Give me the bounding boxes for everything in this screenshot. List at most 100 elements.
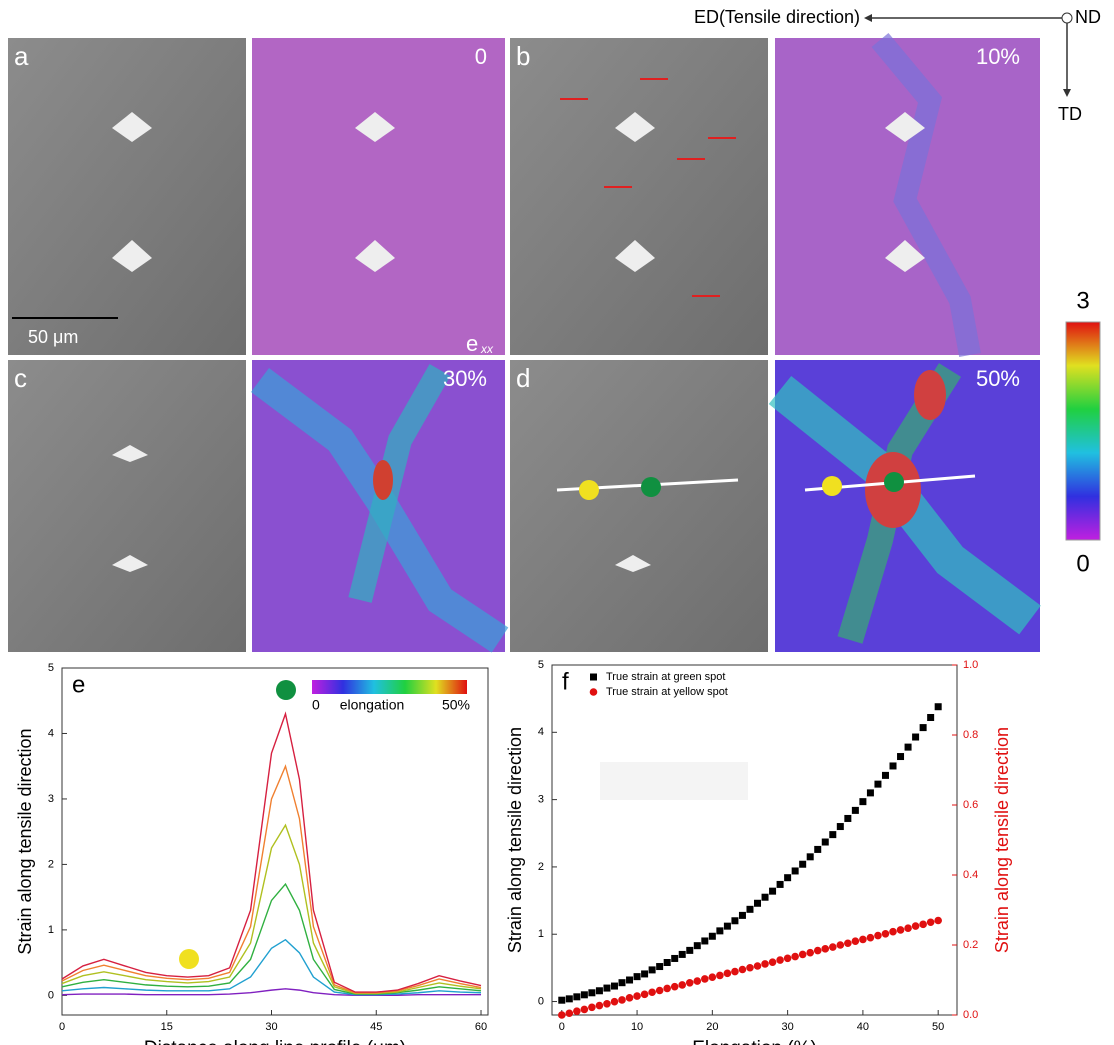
point bbox=[633, 973, 641, 981]
panel-label: b bbox=[516, 41, 530, 71]
colorbar bbox=[1065, 321, 1101, 541]
point bbox=[814, 845, 822, 853]
x-tick-label: 30 bbox=[781, 1021, 793, 1033]
point bbox=[685, 979, 694, 987]
point bbox=[896, 926, 905, 934]
x-axis-label: Elongation (%) bbox=[692, 1038, 817, 1045]
point bbox=[723, 969, 732, 978]
point bbox=[761, 893, 769, 901]
point bbox=[678, 950, 686, 958]
green-spot bbox=[884, 472, 904, 492]
point bbox=[670, 982, 679, 991]
point bbox=[874, 931, 882, 940]
point bbox=[595, 987, 603, 995]
point bbox=[904, 924, 912, 932]
point bbox=[911, 922, 920, 930]
panel-label: a bbox=[14, 41, 29, 71]
point bbox=[603, 1000, 611, 1008]
panel-label: f bbox=[562, 668, 569, 695]
legend-label: True strain at yellow spot bbox=[606, 686, 728, 698]
point bbox=[829, 831, 837, 839]
point bbox=[656, 963, 664, 971]
plot-frame bbox=[61, 667, 489, 1016]
sem-image bbox=[510, 360, 768, 652]
strain-label: 10% bbox=[976, 44, 1020, 69]
yellow-spot bbox=[179, 949, 199, 969]
point bbox=[776, 880, 784, 888]
point bbox=[813, 946, 822, 955]
y-tick-label: 5 bbox=[48, 662, 54, 674]
point bbox=[866, 933, 875, 942]
point bbox=[897, 753, 905, 761]
point bbox=[919, 724, 927, 732]
point bbox=[663, 984, 671, 993]
point bbox=[768, 958, 777, 966]
point bbox=[746, 963, 754, 972]
x-tick-label: 0 bbox=[59, 1021, 65, 1033]
panel-label: d bbox=[516, 363, 530, 393]
point bbox=[708, 932, 716, 940]
point bbox=[821, 838, 829, 846]
y2-tick-label: 0.0 bbox=[963, 1009, 978, 1021]
point bbox=[641, 970, 649, 978]
sem-image bbox=[8, 38, 246, 355]
y-tick-label: 1 bbox=[538, 928, 544, 940]
point bbox=[573, 993, 581, 1001]
x-tick-label: 45 bbox=[370, 1021, 382, 1033]
y-axis-label: Strain along tensile direction bbox=[505, 727, 525, 953]
y-tick-label: 1 bbox=[48, 924, 54, 936]
point bbox=[836, 823, 844, 831]
arrow-head bbox=[864, 14, 872, 22]
panel-label: c bbox=[14, 363, 27, 393]
profile-line bbox=[61, 764, 482, 994]
direction-indicator: ED(Tensile direction) ND TD bbox=[694, 7, 1101, 124]
point bbox=[610, 982, 618, 990]
strain-band bbox=[768, 375, 1041, 635]
point bbox=[595, 1001, 604, 1010]
point bbox=[754, 899, 762, 907]
point bbox=[580, 1005, 589, 1014]
profile-line bbox=[61, 882, 482, 995]
scale-bar-label: 50 μm bbox=[28, 327, 78, 347]
point bbox=[874, 780, 882, 788]
y2-tick-label: 0.2 bbox=[963, 939, 978, 951]
x-tick-label: 0 bbox=[559, 1021, 565, 1033]
point bbox=[716, 927, 724, 935]
colorbar-max: 3 bbox=[1076, 287, 1089, 314]
point bbox=[791, 867, 799, 875]
y-tick-label: 2 bbox=[48, 858, 54, 870]
y-tick-label: 4 bbox=[538, 726, 544, 738]
colorbar-min: 0 bbox=[1076, 550, 1089, 577]
x-tick-label: 20 bbox=[706, 1021, 718, 1033]
legend-label: 0 bbox=[312, 697, 320, 713]
point bbox=[851, 806, 859, 814]
elongation-colorbar bbox=[312, 680, 467, 694]
point bbox=[844, 814, 852, 822]
point bbox=[701, 937, 709, 945]
point bbox=[565, 1009, 574, 1018]
point bbox=[844, 939, 852, 948]
point bbox=[618, 996, 626, 1004]
y-axis-label: Strain along tensile direction bbox=[15, 728, 35, 954]
point bbox=[663, 959, 671, 966]
ed-label: ED(Tensile direction) bbox=[694, 7, 860, 27]
y2-tick-label: 0.4 bbox=[963, 869, 978, 881]
point bbox=[919, 920, 927, 929]
green-spot bbox=[276, 680, 296, 700]
strain-label: 0 bbox=[475, 44, 487, 69]
legend-marker bbox=[589, 688, 598, 696]
point bbox=[618, 979, 626, 987]
point bbox=[859, 935, 867, 944]
point bbox=[580, 991, 588, 999]
point bbox=[746, 905, 754, 913]
point bbox=[648, 988, 656, 997]
sem-image bbox=[8, 360, 246, 652]
point bbox=[799, 860, 807, 868]
y-tick-label: 3 bbox=[48, 793, 54, 805]
arrow-head bbox=[1063, 89, 1071, 97]
x-tick-label: 40 bbox=[857, 1021, 869, 1033]
point bbox=[573, 1007, 581, 1015]
y2-tick-label: 1.0 bbox=[963, 659, 978, 671]
point bbox=[625, 994, 634, 1002]
point bbox=[926, 918, 935, 927]
